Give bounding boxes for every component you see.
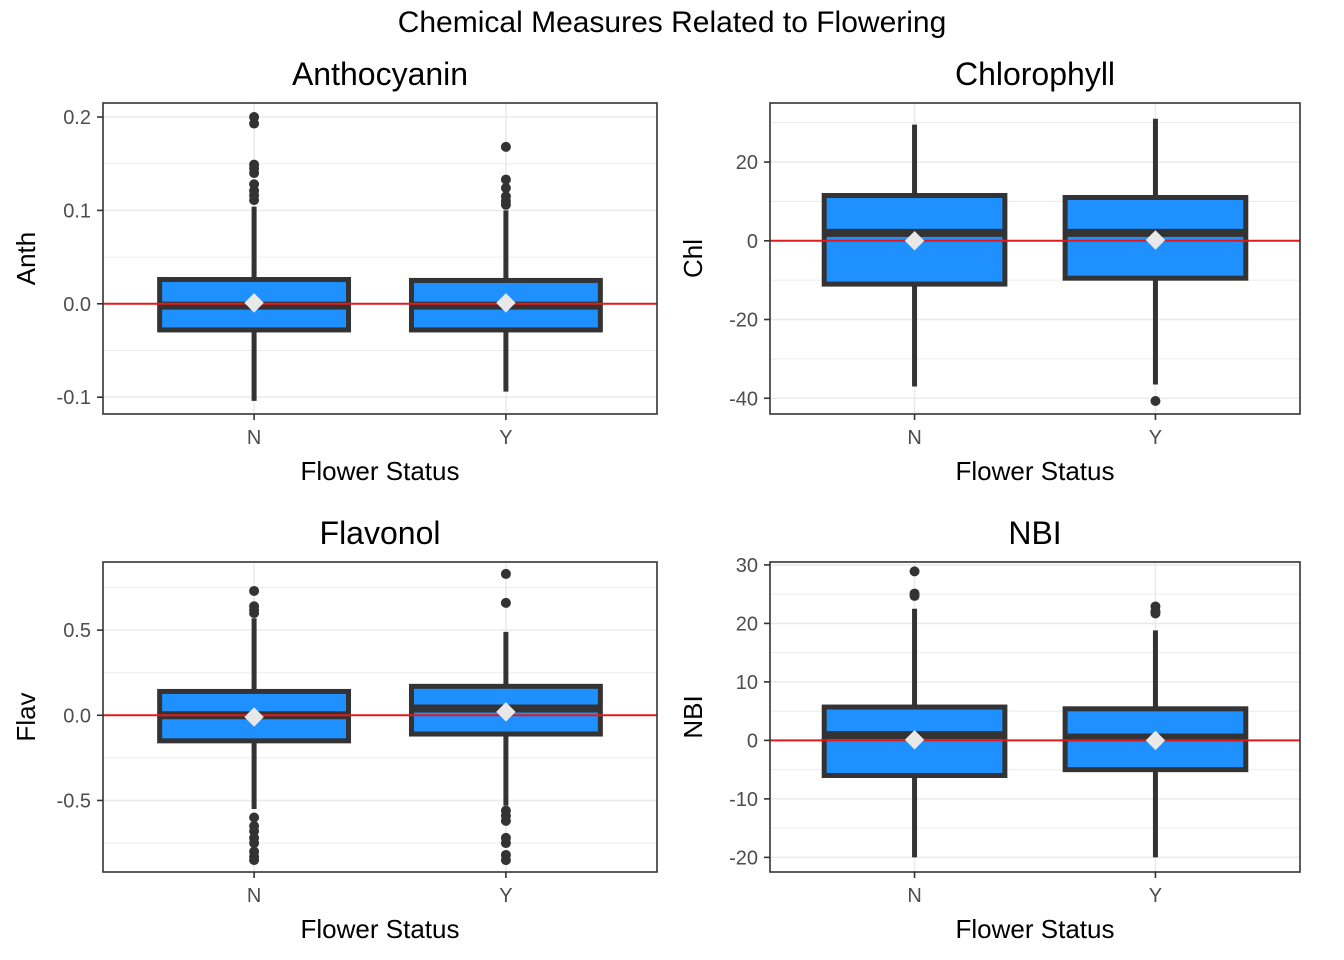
y-tick-label: -0.5 [57, 790, 91, 812]
outlier-point [500, 855, 511, 866]
outlier-point [909, 590, 920, 601]
y-tick-label: -10 [729, 789, 758, 811]
x-axis-label: Flower Status [956, 456, 1115, 486]
outlier-point [249, 168, 260, 179]
box-y [408, 141, 603, 392]
mean-marker [904, 730, 925, 750]
mean-marker [904, 231, 925, 251]
outlier-point [249, 118, 260, 129]
y-tick-label: -0.1 [57, 387, 91, 409]
panel-title: NBI [1008, 515, 1061, 551]
mean-marker [496, 293, 516, 313]
outlier-point [909, 566, 920, 577]
y-tick-label: -40 [729, 388, 758, 410]
mean-marker [1145, 230, 1166, 250]
outlier-point [249, 585, 260, 596]
outlier-point [1150, 396, 1161, 407]
panel-border [102, 102, 658, 415]
y-tick-label: 0.0 [63, 294, 91, 316]
outlier-point [500, 568, 511, 579]
outlier-point [500, 597, 511, 608]
x-tick-label: N [907, 885, 921, 907]
outlier-point [500, 815, 511, 826]
y-tick-label: 0 [747, 231, 758, 253]
mean-marker [244, 707, 264, 727]
box-y [1062, 601, 1249, 858]
panel-border [769, 102, 1301, 415]
outlier-point [500, 199, 511, 210]
x-tick-label: Y [1149, 427, 1162, 449]
panel-title: Anthocyanin [292, 56, 468, 92]
y-tick-label: 0.1 [63, 200, 91, 222]
outlier-point [500, 838, 511, 849]
y-axis-label: Anth [11, 232, 41, 286]
y-tick-label: 0.0 [63, 705, 91, 727]
panel-chl: -40 -20 0 20 N Y Chlorophyll Flower Status Chl [678, 56, 1301, 486]
mean-marker [496, 702, 516, 722]
panel-anth: -0.1 0.0 0.1 0.2 N Y Anthocyanin Flower Status A… [11, 56, 658, 486]
x-tick-label: N [907, 427, 921, 449]
y-tick-label: 20 [736, 152, 758, 174]
panel-border [102, 561, 658, 873]
panel-title: Flavonol [320, 515, 441, 551]
outlier-point [1150, 608, 1161, 619]
y-axis-label: Flav [11, 692, 41, 741]
x-axis-label: Flower Status [301, 456, 460, 486]
outlier-point [249, 855, 260, 866]
y-tick-label: 20 [736, 613, 758, 635]
y-tick-label: 0.5 [63, 620, 91, 642]
outlier-point [500, 174, 511, 185]
x-tick-label: Y [1149, 885, 1162, 907]
box-n [821, 124, 1008, 387]
y-tick-label: 10 [736, 672, 758, 694]
y-tick-label: 0 [747, 730, 758, 752]
outlier-point [249, 838, 260, 849]
x-tick-label: N [247, 427, 261, 449]
mean-marker [244, 293, 264, 313]
x-tick-label: Y [499, 885, 512, 907]
y-axis-label: Chl [678, 239, 708, 278]
x-tick-label: N [247, 885, 261, 907]
x-axis-label: Flower Status [956, 914, 1115, 944]
y-axis-label: NBI [678, 695, 708, 738]
y-tick-label: 0.2 [63, 107, 91, 129]
outlier-point [249, 812, 260, 823]
panel-title: Chlorophyll [955, 56, 1115, 92]
outlier-point [249, 608, 260, 619]
box-n [821, 566, 1008, 858]
outlier-point [500, 141, 511, 152]
outlier-point [500, 182, 511, 193]
y-tick-label: -20 [729, 310, 758, 332]
x-tick-label: Y [499, 427, 512, 449]
figure-title: Chemical Measures Related to Flowering [397, 6, 947, 39]
y-tick-label: 30 [736, 555, 758, 577]
panel-flav: -0.5 0.0 0.5 N Y Flavonol Flower Status Flav [11, 515, 658, 944]
panel-border [769, 561, 1301, 873]
y-tick-label: -20 [729, 847, 758, 869]
x-axis-label: Flower Status [301, 914, 460, 944]
outlier-point [249, 195, 260, 206]
mean-marker [1145, 730, 1166, 751]
panel-nbi: -20 -10 0 10 20 30 N Y NBI Flower Status NBI [678, 515, 1301, 944]
